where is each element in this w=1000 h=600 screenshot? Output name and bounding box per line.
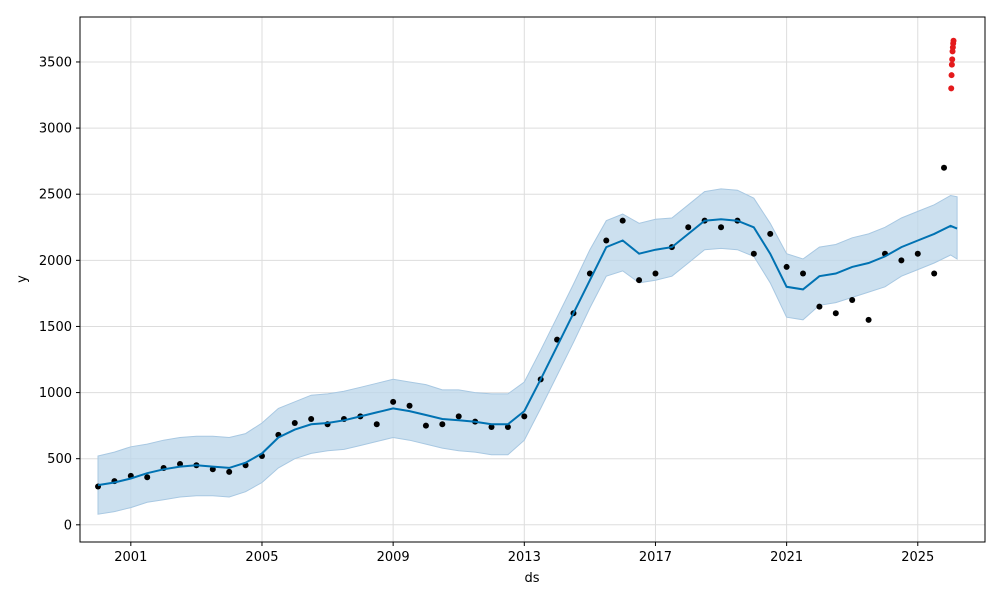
observed-point	[291, 419, 298, 426]
observed-point	[144, 474, 151, 481]
observed-point	[718, 224, 725, 231]
y-axis-label: y	[15, 275, 30, 283]
plot-frame	[79, 16, 986, 543]
y-tick-label: 3500	[39, 55, 72, 70]
observed-point	[865, 316, 872, 323]
band-layer	[97, 188, 958, 515]
y-tick-label: 0	[64, 518, 72, 533]
observed-point	[406, 402, 413, 409]
observed-point	[455, 413, 462, 420]
x-axis-label: ds	[524, 571, 539, 586]
outlier-point	[949, 56, 956, 63]
x-tick-label: 2021	[770, 550, 803, 565]
outlier-point	[950, 37, 957, 44]
uncertainty-band	[97, 188, 958, 515]
y-axis: 0 500 1000 1500 2000 2500 3000 3500	[39, 55, 80, 533]
outlier-layer	[948, 37, 957, 92]
observed-point	[816, 303, 823, 310]
observed-point	[898, 257, 905, 264]
observed-point	[439, 421, 446, 428]
observed-point	[652, 270, 659, 277]
y-tick-label: 2000	[39, 254, 72, 269]
observed-point	[603, 237, 610, 244]
x-tick-label: 2013	[508, 550, 541, 565]
observed-point	[800, 270, 807, 277]
observed-point	[832, 310, 839, 317]
observed-point	[390, 398, 397, 405]
observed-point	[488, 423, 495, 430]
observed-point	[619, 217, 626, 224]
observed-point	[750, 250, 757, 257]
observed-point	[308, 416, 315, 423]
x-tick-label: 2025	[901, 550, 934, 565]
x-tick-label: 2017	[639, 550, 672, 565]
y-tick-label: 2500	[39, 188, 72, 203]
x-tick-label: 2001	[114, 550, 147, 565]
observed-point	[767, 230, 774, 237]
observed-point	[914, 250, 921, 257]
observed-point	[783, 263, 790, 270]
y-tick-label: 3000	[39, 122, 72, 137]
observed-point	[422, 422, 429, 429]
observed-point	[685, 224, 692, 231]
observed-point	[226, 468, 233, 475]
outlier-point	[948, 85, 955, 92]
outlier-point	[948, 72, 955, 79]
x-axis: 2001 2005 2009 2013 2017 2021 2025	[114, 542, 934, 565]
observed-point	[373, 421, 380, 428]
observed-point	[636, 277, 643, 284]
observed-point	[209, 466, 216, 473]
observed-point	[941, 164, 948, 171]
outlier-point	[948, 61, 955, 68]
x-tick-label: 2009	[377, 550, 410, 565]
observed-point	[521, 413, 528, 420]
observed-point	[504, 423, 511, 430]
observed-point	[849, 296, 856, 303]
forecast-layer	[97, 218, 958, 487]
observed-point	[931, 270, 938, 277]
y-tick-label: 1000	[39, 386, 72, 401]
forecast-line	[97, 218, 958, 487]
y-tick-label: 500	[47, 452, 72, 467]
y-tick-label: 1500	[39, 320, 72, 335]
x-tick-label: 2005	[245, 550, 278, 565]
